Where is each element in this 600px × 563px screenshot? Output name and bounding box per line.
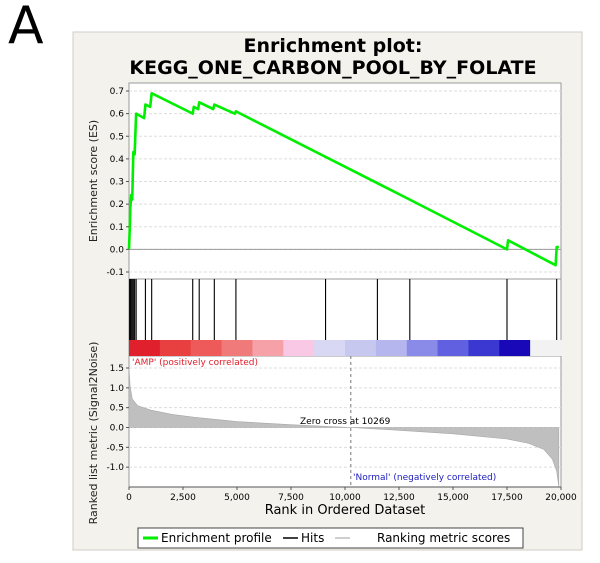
color-bar-segment bbox=[283, 340, 315, 356]
es-y-ticks: 0.7 0.6 0.5 0.4 0.3 0.2 0.1 0.0 -0.1 bbox=[106, 87, 129, 278]
color-bar-segment bbox=[437, 340, 469, 356]
x-tick-label: 7,500 bbox=[278, 493, 304, 503]
es-gridlines bbox=[129, 90, 561, 273]
color-bar-segment bbox=[221, 340, 253, 356]
es-y-tick-label: 0.6 bbox=[110, 110, 125, 120]
color-bar-segment bbox=[129, 340, 161, 356]
zero-cross-label: Zero cross at 10269 bbox=[300, 417, 391, 427]
legend: Enrichment profile Hits Ranking metric s… bbox=[137, 527, 524, 549]
es-y-tick-label: 0.5 bbox=[110, 132, 124, 142]
rank-color-bar bbox=[129, 340, 562, 356]
legend-hits-label: Hits bbox=[301, 531, 324, 545]
x-axis-label: Rank in Ordered Dataset bbox=[265, 503, 426, 518]
x-tick-label: 20,000 bbox=[545, 493, 577, 503]
metric-y-tick-label: 0.5 bbox=[110, 404, 124, 414]
metric-y-axis-label: Ranked list metric (Signal2Noise) bbox=[87, 342, 100, 525]
color-bar-segment bbox=[314, 340, 346, 356]
es-y-tick-label: 0.3 bbox=[110, 178, 124, 188]
metric-y-tick-label: -1.0 bbox=[106, 463, 124, 473]
chart-title-line2: KEGG_ONE_CARBON_POOL_BY_FOLATE bbox=[129, 57, 536, 79]
x-tick-label: 15,000 bbox=[437, 493, 469, 503]
color-bar-segment bbox=[190, 340, 223, 356]
metric-y-ticks: 1.5 1.0 0.5 0.0 -0.5 -1.0 bbox=[106, 364, 129, 473]
x-tick-label: 17,500 bbox=[491, 493, 523, 503]
ranking-metric-area bbox=[128, 356, 560, 488]
ranking-metric-profile bbox=[128, 367, 560, 488]
positive-correlation-label: 'AMP' (positively correlated) bbox=[132, 358, 258, 368]
es-y-tick-label: 0.1 bbox=[110, 223, 124, 233]
x-tick-label: 10,000 bbox=[329, 493, 361, 503]
es-y-tick-label: 0.7 bbox=[110, 87, 124, 97]
hits-layer bbox=[129, 279, 558, 340]
es-y-tick-label: 0.4 bbox=[110, 155, 125, 165]
legend-ranking-label: Ranking metric scores bbox=[377, 531, 510, 545]
enrichment-profile-line bbox=[127, 91, 559, 267]
color-bar-segment bbox=[252, 340, 284, 356]
es-y-tick-label: -0.1 bbox=[106, 268, 124, 278]
x-tick-label: 12,500 bbox=[383, 493, 415, 503]
metric-y-tick-label: 1.0 bbox=[110, 384, 125, 394]
color-bar-segment bbox=[375, 340, 408, 356]
chart-title-line1: Enrichment plot: bbox=[244, 35, 423, 57]
enrichment-profile-layer bbox=[127, 91, 559, 267]
x-tick-label: 5,000 bbox=[224, 493, 250, 503]
metric-y-tick-label: 1.5 bbox=[110, 364, 124, 374]
color-bar-segment bbox=[345, 340, 377, 356]
metric-y-tick-label: 0.0 bbox=[110, 424, 125, 434]
x-tick-label: 0 bbox=[126, 493, 132, 503]
panel-letter: A bbox=[8, 0, 44, 56]
es-y-tick-label: 0.0 bbox=[110, 245, 125, 255]
metric-y-tick-label: -0.5 bbox=[106, 443, 124, 453]
color-bar-segment bbox=[159, 340, 192, 356]
es-y-axis-label: Enrichment score (ES) bbox=[87, 120, 100, 242]
es-y-tick-label: 0.2 bbox=[110, 200, 124, 210]
x-axis-ticks: 0 2,500 5,000 7,500 10,000 12,500 15,000 17,500… bbox=[126, 486, 577, 503]
color-bar-segment bbox=[406, 340, 439, 356]
legend-enrichment-label: Enrichment profile bbox=[161, 531, 272, 545]
negative-correlation-label: 'Normal' (negatively correlated) bbox=[353, 473, 496, 483]
color-bar-segment bbox=[468, 340, 500, 356]
x-tick-label: 2,500 bbox=[170, 493, 196, 503]
color-bar-segment bbox=[499, 340, 531, 356]
legend-box bbox=[137, 527, 524, 549]
color-bar-segment bbox=[530, 340, 562, 356]
